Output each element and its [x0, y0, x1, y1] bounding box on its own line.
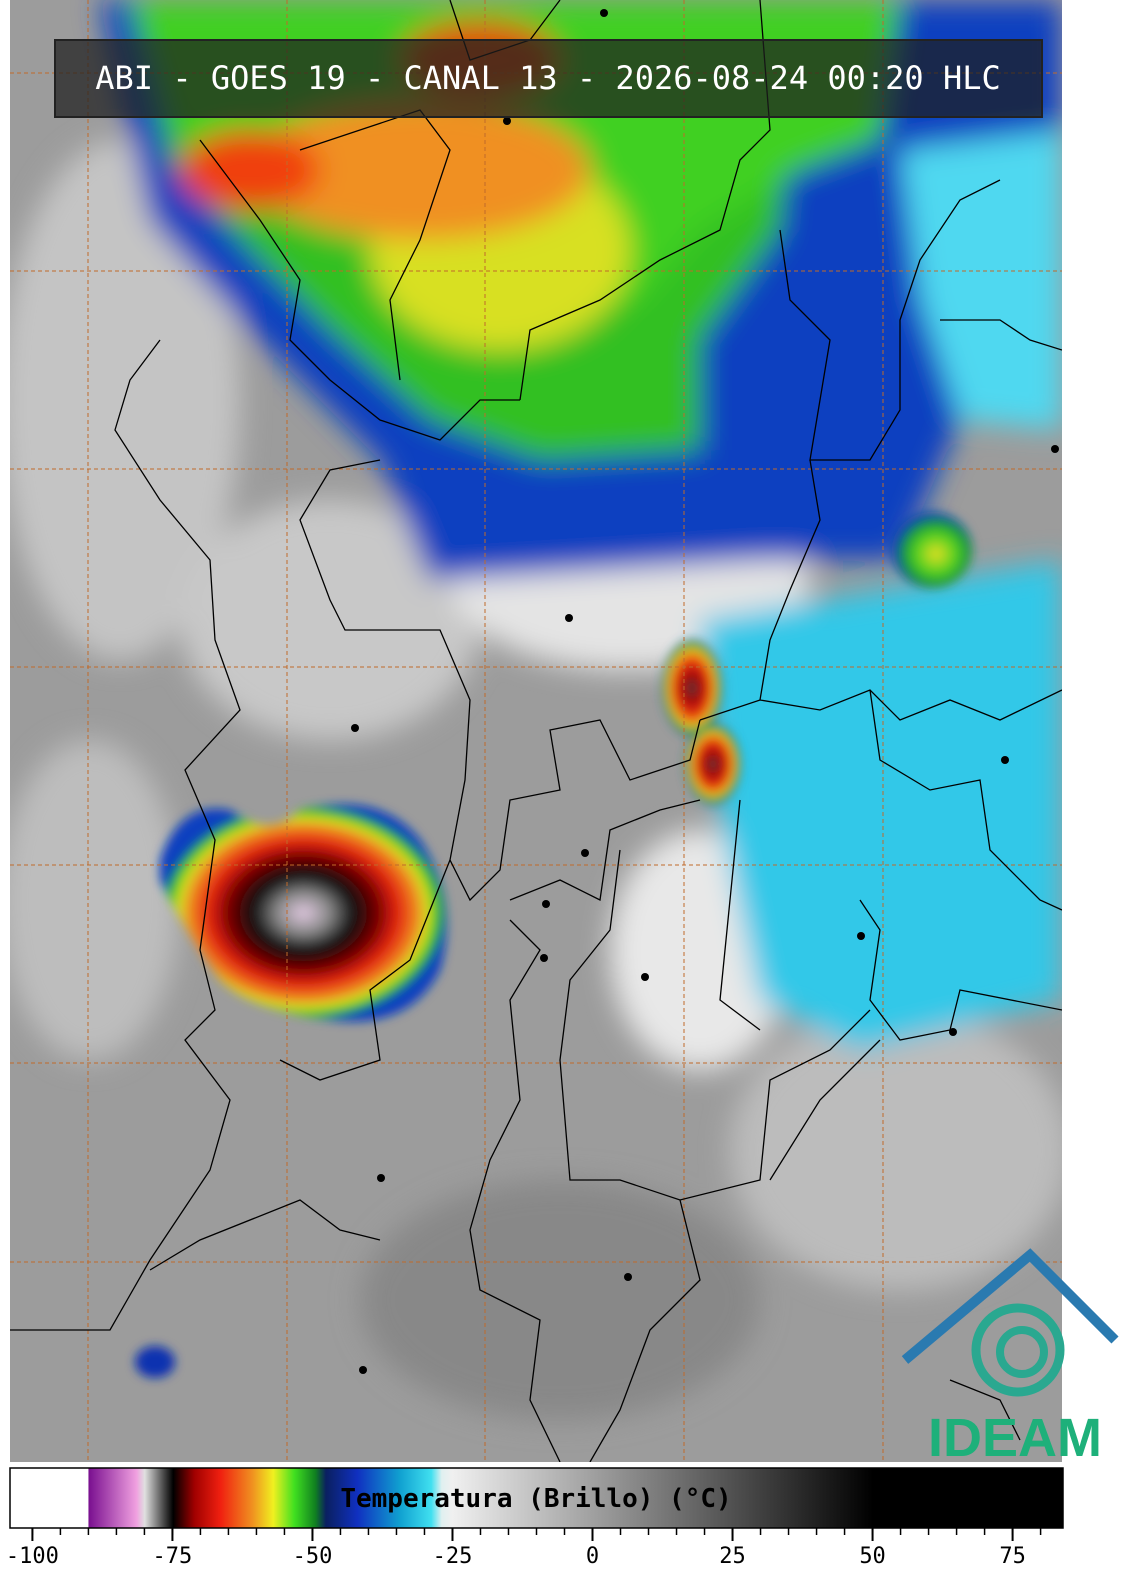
title: ABI - GOES 19 - CANAL 13 - 2026-08-24 00…	[95, 59, 1000, 97]
logo-text: IDEAM	[928, 1408, 1102, 1468]
tick-label: 50	[859, 1544, 886, 1569]
map	[10, 0, 1062, 1462]
colorbar-label: Temperatura (Brillo) (°C)	[340, 1484, 731, 1514]
tick-label: 75	[999, 1544, 1026, 1569]
cities	[351, 9, 1059, 1374]
borders	[10, 0, 1062, 1462]
logo: IDEAM	[901, 1248, 1119, 1468]
tick-label: -50	[293, 1544, 333, 1569]
tick-label: 0	[586, 1544, 599, 1569]
title-box	[54, 39, 1043, 118]
colorbar-ticks: -100 -75 -50 -25 0 25 50 75	[6, 1528, 1042, 1569]
tick-label: -75	[153, 1544, 193, 1569]
colorbar	[9, 1467, 1064, 1529]
storm-cells	[135, 512, 972, 1378]
tick-label: -25	[433, 1544, 473, 1569]
tick-label: -100	[6, 1544, 59, 1569]
tick-label: 25	[719, 1544, 746, 1569]
